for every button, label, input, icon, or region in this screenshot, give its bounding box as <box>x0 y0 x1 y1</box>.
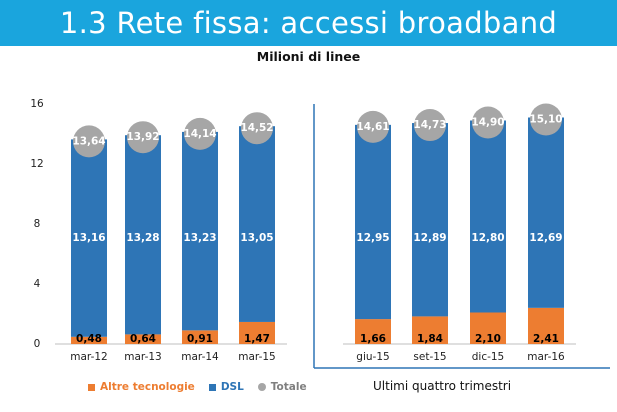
x-tick-label: dic-15 <box>472 351 505 363</box>
x-tick-label: mar-14 <box>181 351 219 363</box>
data-label-altre: 2,41 <box>533 333 559 345</box>
data-label-dsl: 13,05 <box>240 232 273 244</box>
legend-item-altre: Altre tecnologie <box>88 381 195 393</box>
legend-item-totale: Totale <box>257 381 307 393</box>
slide-title: 1.3 Rete fissa: accessi broadband <box>0 0 617 46</box>
data-label-altre: 0,64 <box>130 333 156 345</box>
bar-segment-altre <box>412 316 448 344</box>
y-tick-label: 4 <box>34 278 41 290</box>
x-tick-label: set-15 <box>413 351 446 363</box>
y-tick-label: 12 <box>30 158 43 170</box>
bar-segment-dsl <box>71 139 107 337</box>
legend-swatch-dsl <box>208 383 216 391</box>
bar-segment-dsl <box>412 123 448 317</box>
bar-segment-altre <box>355 319 391 344</box>
total-label: 13,92 <box>126 131 159 143</box>
legend-item-dsl: DSL <box>208 381 244 393</box>
data-label-altre: 2,10 <box>475 333 501 345</box>
total-marker <box>241 112 273 145</box>
legend-label-altre: Altre tecnologie <box>100 381 195 393</box>
data-label-altre: 1,84 <box>417 333 443 345</box>
bar-segment-altre <box>71 336 107 344</box>
total-label: 15,10 <box>529 114 562 126</box>
bar-segment-altre <box>528 307 564 344</box>
data-label-dsl: 12,89 <box>413 232 446 244</box>
total-marker <box>357 110 389 143</box>
total-marker <box>73 125 105 158</box>
data-label-dsl: 12,95 <box>356 232 389 244</box>
total-marker <box>414 109 446 142</box>
total-label: 14,61 <box>356 121 389 133</box>
data-label-dsl: 13,16 <box>72 232 105 244</box>
group-label: Ultimi quattro trimestri <box>373 379 512 393</box>
x-tick-label: mar-13 <box>124 351 161 363</box>
bar-segment-dsl <box>528 117 564 308</box>
total-label: 14,73 <box>413 119 446 131</box>
y-tick-label: 8 <box>34 218 41 230</box>
x-tick-label: giu-15 <box>356 351 389 363</box>
data-label-altre: 0,91 <box>187 333 213 345</box>
total-marker <box>127 121 159 154</box>
total-label: 13,64 <box>72 135 105 147</box>
total-marker <box>184 117 216 150</box>
bar-segment-altre <box>239 321 275 344</box>
x-tick-label: mar-16 <box>527 351 565 363</box>
total-label: 14,52 <box>240 122 273 134</box>
total-marker <box>530 103 562 136</box>
data-label-altre: 1,66 <box>360 333 386 345</box>
bar-segment-dsl <box>470 120 506 313</box>
y-tick-label: 0 <box>34 338 41 350</box>
legend-swatch-altre <box>88 383 95 391</box>
legend-label-totale: Totale <box>270 381 307 393</box>
data-label-dsl: 13,23 <box>183 232 216 244</box>
data-label-dsl: 13,28 <box>126 232 159 244</box>
legend-dot-totale <box>257 383 266 391</box>
chart-title: Milioni di linee <box>256 49 361 64</box>
x-tick-label: mar-12 <box>70 351 107 363</box>
bar-segment-altre <box>470 312 506 344</box>
bar-segment-dsl <box>182 131 218 331</box>
data-label-dsl: 12,69 <box>529 232 562 244</box>
legend-label-dsl: DSL <box>220 381 244 393</box>
total-label: 14,90 <box>471 117 504 129</box>
bar-segment-dsl <box>355 124 391 320</box>
total-marker <box>472 106 504 139</box>
bar-segment-altre <box>182 330 218 344</box>
total-label: 14,14 <box>183 128 216 140</box>
x-tick-label: mar-15 <box>238 351 275 363</box>
bar-segment-dsl <box>125 135 161 335</box>
data-label-altre: 1,47 <box>244 333 270 345</box>
bar-segment-altre <box>125 334 161 344</box>
y-tick-label: 16 <box>30 98 44 110</box>
chart-legend: Altre tecnologie DSL Totale <box>88 381 321 393</box>
bar-segment-dsl <box>239 126 275 322</box>
data-label-dsl: 12,80 <box>471 232 504 244</box>
data-label-altre: 0,48 <box>76 333 102 345</box>
